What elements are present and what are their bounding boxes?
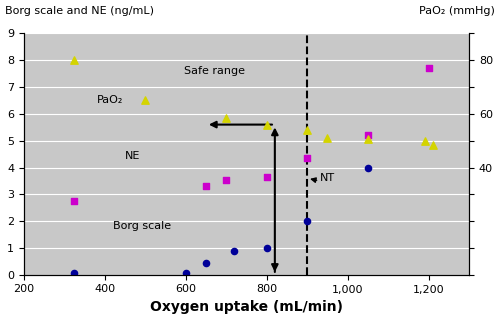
Point [303, 127, 311, 133]
Point [303, 219, 311, 224]
Point [424, 66, 432, 71]
Point [420, 138, 428, 143]
Point [262, 122, 270, 127]
Point [364, 133, 372, 138]
Point [222, 177, 230, 182]
Point [324, 135, 332, 141]
Text: PaO₂ (mmHg): PaO₂ (mmHg) [419, 6, 495, 16]
Point [70, 198, 78, 204]
Point [202, 260, 210, 265]
Point [364, 165, 372, 170]
Point [222, 115, 230, 120]
Point [364, 137, 372, 142]
Point [303, 156, 311, 161]
Text: Borg scale: Borg scale [113, 221, 171, 231]
Text: NT: NT [320, 173, 334, 183]
Point [182, 271, 190, 276]
Point [70, 271, 78, 276]
Point [142, 98, 150, 103]
X-axis label: Oxygen uptake (mL/min): Oxygen uptake (mL/min) [150, 300, 343, 314]
Text: PaO₂: PaO₂ [96, 95, 123, 105]
Text: Safe range: Safe range [184, 65, 244, 76]
Text: Borg scale and NE (ng/mL): Borg scale and NE (ng/mL) [5, 6, 154, 16]
Point [202, 184, 210, 189]
Point [429, 142, 437, 147]
Point [262, 245, 270, 250]
Point [230, 248, 238, 253]
Point [262, 174, 270, 179]
Point [70, 58, 78, 63]
Text: NE: NE [125, 152, 140, 161]
